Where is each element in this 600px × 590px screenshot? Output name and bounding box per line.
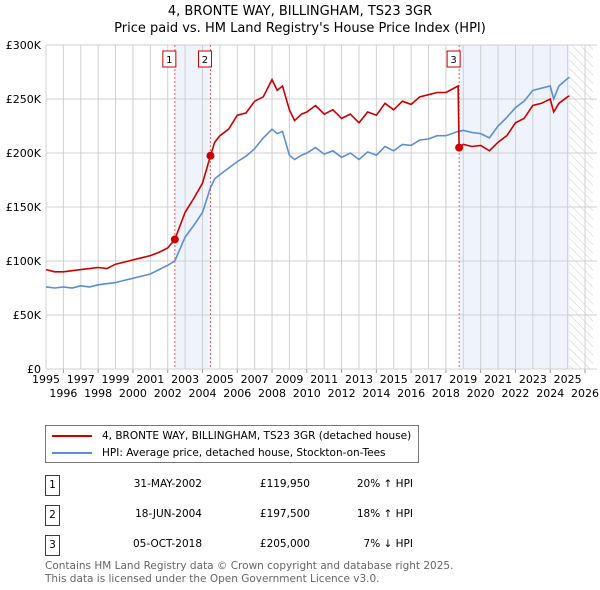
x-tick-label: 2012 (328, 387, 356, 400)
x-tick-label: 2019 (449, 373, 477, 386)
x-tick-label: 1996 (49, 387, 77, 400)
legend-item-hpi: HPI: Average price, detached house, Stoc… (52, 447, 386, 459)
sale-point (170, 235, 179, 244)
footer: Contains HM Land Registry data © Crown c… (45, 560, 453, 586)
x-tick-label: 1998 (84, 387, 112, 400)
table-row: 1 31-MAY-2002 £119,950 20% ↑ HPI (45, 475, 445, 496)
sale-price: £119,950 (259, 478, 310, 490)
sale-price: £205,000 (259, 538, 310, 550)
x-tick-label: 2026 (571, 387, 599, 400)
sale-marker-label: 1 (166, 55, 172, 66)
x-tick-label: 2023 (519, 373, 547, 386)
x-tick-label: 2016 (397, 387, 425, 400)
x-tick-label: 1995 (32, 373, 60, 386)
x-tick-label: 2003 (171, 373, 199, 386)
x-tick-label: 2010 (293, 387, 321, 400)
sale-marker-label: 2 (202, 55, 208, 66)
sale-marker: 1 (45, 475, 60, 496)
legend-swatch-blue (52, 452, 92, 454)
x-tick-label: 2021 (484, 373, 512, 386)
x-tick-label: 2002 (154, 387, 182, 400)
x-tick-label: 2001 (136, 373, 164, 386)
chart-subtitle: Price paid vs. HM Land Registry's House … (114, 21, 486, 36)
y-tick-label: £150K (6, 201, 42, 214)
sale-marker: 2 (45, 505, 60, 526)
y-tick-label: £50K (13, 309, 42, 322)
x-tick-label: 2020 (467, 387, 495, 400)
property-price-line (45, 77, 570, 273)
legend-label: 4, BRONTE WAY, BILLINGHAM, TS23 3GR (det… (102, 430, 412, 442)
x-tick-label: 2015 (380, 373, 408, 386)
x-tick-label: 2025 (554, 373, 582, 386)
sale-date: 05-OCT-2018 (133, 538, 202, 550)
table-row: 2 18-JUN-2004 £197,500 18% ↑ HPI (45, 505, 445, 526)
sale-marker-label: 3 (450, 55, 456, 66)
sale-point (206, 151, 215, 160)
legend-item-property: 4, BRONTE WAY, BILLINGHAM, TS23 3GR (det… (52, 430, 411, 442)
legend-label: HPI: Average price, detached house, Stoc… (102, 447, 386, 459)
hpi-line (45, 76, 570, 289)
x-tick-label: 2011 (310, 373, 338, 386)
sale-hpi: 18% ↑ HPI (356, 508, 413, 520)
x-tick-label: 2024 (536, 387, 564, 400)
y-tick-label: £250K (6, 93, 42, 106)
x-tick-label: 2004 (188, 387, 216, 400)
x-tick-label: 1999 (102, 373, 130, 386)
legend: 4, BRONTE WAY, BILLINGHAM, TS23 3GR (det… (45, 425, 419, 463)
y-tick-label: £200K (6, 147, 42, 160)
x-tick-label: 2007 (241, 373, 269, 386)
x-tick-label: 2009 (275, 373, 303, 386)
x-tick-label: 2005 (206, 373, 234, 386)
chart-title: 4, BRONTE WAY, BILLINGHAM, TS23 3GR (167, 4, 433, 19)
sale-point (455, 143, 464, 152)
x-tick-label: 2013 (345, 373, 373, 386)
x-tick-label: 2022 (501, 387, 529, 400)
sale-marker-box (446, 50, 461, 68)
x-tick-label: 2008 (258, 387, 286, 400)
x-tick-label: 1997 (67, 373, 95, 386)
sale-price: £197,500 (259, 508, 310, 520)
x-tick-label: 2006 (223, 387, 251, 400)
y-tick-label: £0 (27, 363, 41, 376)
y-tick-label: £300K (6, 39, 42, 52)
sale-date: 31-MAY-2002 (133, 478, 202, 490)
sale-marker: 3 (45, 535, 60, 556)
x-tick-label: 2018 (432, 387, 460, 400)
x-tick-label: 2000 (119, 387, 147, 400)
y-tick-label: £100K (6, 255, 42, 268)
legend-swatch-red (52, 435, 92, 437)
footer-line: This data is licensed under the Open Gov… (45, 573, 380, 585)
sale-hpi: 20% ↑ HPI (356, 478, 413, 490)
sale-marker-box (197, 50, 212, 68)
plot-area: 1995199619971998199920002001200220032004… (6, 39, 599, 400)
sale-date: 18-JUN-2004 (135, 508, 202, 520)
sale-hpi: 7% ↓ HPI (363, 538, 413, 550)
x-tick-label: 2017 (415, 373, 443, 386)
footer-line: Contains HM Land Registry data © Crown c… (45, 560, 454, 572)
x-tick-label: 2014 (362, 387, 390, 400)
sale-marker-box (162, 50, 177, 68)
table-row: 3 05-OCT-2018 £205,000 7% ↓ HPI (45, 535, 445, 556)
